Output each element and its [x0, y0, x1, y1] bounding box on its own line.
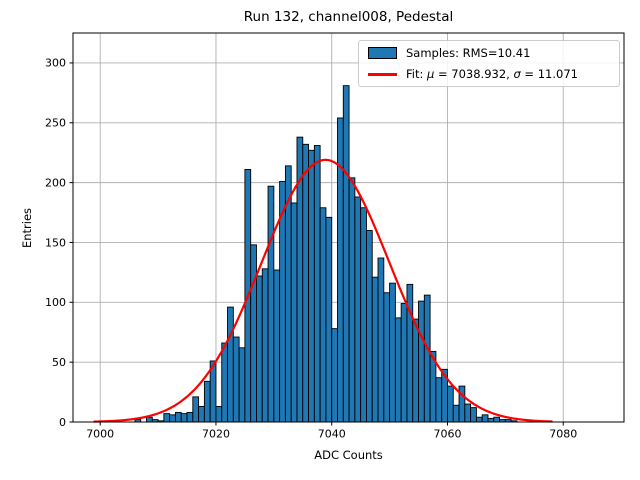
- histogram-bar: [221, 342, 228, 423]
- histogram-bar: [337, 117, 344, 423]
- y-tick-label: 50: [52, 356, 66, 369]
- x-tick-label: 7020: [202, 428, 230, 441]
- histogram-bar: [481, 414, 489, 423]
- y-tick-label: 100: [45, 296, 66, 309]
- histogram-bar: [475, 416, 483, 423]
- histogram-bar: [418, 300, 425, 423]
- legend-samples-label: Samples: RMS=10.41: [406, 45, 531, 60]
- histogram-bar: [394, 317, 402, 423]
- histogram-bar: [290, 202, 298, 423]
- histogram-bar: [302, 143, 310, 423]
- x-tick-label: 7040: [318, 428, 346, 441]
- histogram-bar: [464, 403, 472, 423]
- histogram-bar: [238, 347, 246, 423]
- histogram-bar: [163, 413, 171, 423]
- fit-line-swatch-icon: [368, 73, 397, 76]
- histogram-bar: [227, 306, 234, 423]
- histogram-bar: [174, 411, 182, 423]
- histogram-bar: [215, 405, 223, 423]
- histogram-bar: [273, 269, 281, 423]
- histogram-bar: [377, 257, 385, 423]
- histogram-bar: [487, 417, 495, 423]
- histogram-bar: [180, 413, 188, 423]
- histogram-bar: [435, 377, 443, 423]
- histogram-bar: [146, 416, 153, 423]
- histogram-bar: [470, 407, 477, 423]
- histogram-bar: [412, 318, 419, 423]
- histogram-bar: [198, 405, 205, 423]
- axes-frame: [72, 32, 625, 423]
- histogram-bar: [331, 328, 338, 423]
- y-axis-label: Entries: [20, 207, 34, 249]
- legend-fit-label: Fit: μ = 7038.932, σ = 11.071: [406, 67, 578, 82]
- legend-entry-fit: Fit: μ = 7038.932, σ = 11.071: [359, 64, 619, 84]
- histogram-bar: [319, 207, 327, 423]
- histogram-bar: [203, 380, 211, 423]
- y-tick-label: 300: [45, 57, 66, 70]
- histogram-bar: [267, 185, 275, 423]
- histogram-bar: [354, 196, 362, 423]
- y-tick-label: 150: [45, 236, 66, 249]
- histogram-bar: [250, 244, 257, 423]
- histogram-bar: [383, 292, 391, 423]
- histogram-bar: [192, 396, 200, 423]
- x-axis-label: ADC Counts: [314, 448, 383, 462]
- x-tick-label: 7080: [549, 428, 577, 441]
- y-tick-label: 250: [45, 117, 66, 130]
- histogram-bar: [447, 385, 454, 423]
- histogram-bar: [493, 416, 501, 423]
- histogram-bar: [389, 282, 396, 423]
- chart-title: Run 132, channel008, Pedestal: [243, 9, 454, 25]
- histogram-bar: [360, 207, 367, 423]
- histogram-bar: [371, 276, 379, 423]
- y-tick-label: 200: [45, 176, 66, 189]
- histogram-bar: [186, 411, 194, 423]
- x-tick-label: 7060: [433, 428, 461, 441]
- histogram-bar: [452, 404, 460, 423]
- gaussian-fit-curve: [93, 158, 553, 423]
- histogram-bar: [365, 230, 373, 423]
- histogram-bar: [325, 216, 333, 423]
- histogram-bar: [423, 294, 431, 423]
- histogram-bar: [348, 177, 356, 423]
- y-tick-label: 0: [59, 416, 66, 429]
- histogram-bar: [256, 275, 263, 423]
- histogram-swatch-icon: [368, 46, 397, 59]
- histogram-bar: [169, 414, 176, 423]
- histogram-bar: [261, 268, 269, 423]
- histogram-bar: [400, 303, 408, 423]
- x-tick-label: 7000: [86, 428, 114, 441]
- legend-entry-samples: Samples: RMS=10.41: [359, 43, 619, 63]
- histogram-bar: [232, 336, 240, 423]
- histogram-bar: [342, 85, 350, 423]
- histogram-bar: [308, 149, 315, 423]
- histogram-bar: [313, 145, 321, 423]
- legend-box: Samples: RMS=10.41 Fit: μ = 7038.932, σ …: [358, 40, 620, 87]
